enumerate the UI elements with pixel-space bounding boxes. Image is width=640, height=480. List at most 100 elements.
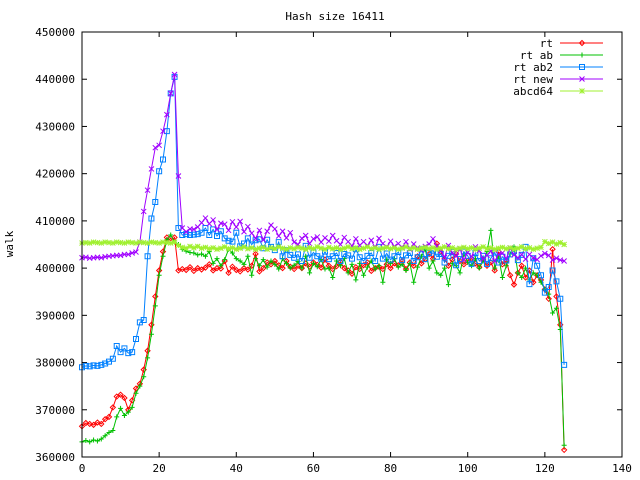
data-point (117, 391, 124, 398)
data-point (125, 239, 132, 245)
data-point (214, 256, 220, 262)
data-point (244, 266, 252, 273)
data-point (549, 267, 556, 274)
data-point (353, 277, 359, 283)
data-point (534, 245, 540, 252)
data-point (252, 235, 259, 242)
data-point (360, 262, 367, 269)
data-point (202, 253, 208, 259)
data-point (318, 245, 324, 252)
data-point (403, 238, 409, 245)
data-point (314, 264, 320, 270)
data-point (233, 246, 240, 253)
data-point (518, 251, 525, 258)
data-point (171, 71, 178, 78)
data-point (461, 244, 467, 251)
legend-label: rt (540, 37, 553, 50)
data-point (422, 256, 429, 263)
data-point (399, 245, 405, 252)
legend-marker (579, 64, 585, 70)
data-point (136, 319, 143, 326)
data-point (430, 235, 436, 242)
legend-marker (579, 76, 585, 82)
data-point (333, 250, 340, 256)
data-point (356, 254, 363, 261)
data-point (349, 261, 355, 267)
data-point (249, 272, 255, 278)
data-point (510, 281, 518, 288)
data-point (145, 355, 151, 361)
data-point (391, 253, 398, 260)
data-point (253, 256, 259, 262)
data-point (268, 258, 274, 264)
data-point (457, 270, 463, 276)
data-point (194, 243, 201, 250)
data-point (538, 252, 544, 259)
data-point (129, 239, 135, 246)
data-point (310, 235, 317, 242)
data-point (538, 244, 544, 251)
data-point (298, 258, 305, 265)
data-point (256, 268, 263, 275)
data-point (503, 245, 510, 252)
data-point (287, 251, 294, 258)
data-point (492, 265, 498, 271)
data-point (222, 257, 228, 263)
data-point (129, 404, 135, 410)
data-point (133, 390, 139, 396)
data-point (287, 265, 293, 271)
data-point (410, 258, 417, 265)
data-point (522, 274, 529, 281)
data-point (194, 264, 201, 272)
data-point (379, 265, 387, 273)
data-point (167, 90, 174, 97)
data-point (507, 244, 513, 251)
data-point (164, 111, 170, 118)
data-point (194, 231, 201, 238)
data-point (360, 245, 367, 252)
data-point (148, 239, 155, 245)
data-point (549, 257, 556, 263)
data-point (152, 239, 159, 246)
data-point (553, 293, 560, 300)
data-point (318, 255, 325, 262)
data-point (545, 240, 552, 247)
data-point (79, 364, 85, 371)
data-point (283, 260, 289, 266)
data-point (360, 258, 367, 265)
series-lines (78, 71, 568, 454)
data-point (434, 246, 440, 253)
data-point (245, 253, 251, 259)
data-point (240, 264, 248, 272)
data-point (121, 240, 128, 246)
data-point (94, 362, 101, 369)
data-point (302, 246, 309, 253)
data-point (94, 239, 101, 246)
data-point (445, 245, 452, 252)
data-point (198, 229, 205, 236)
data-point (133, 249, 139, 255)
data-point (426, 265, 432, 271)
data-point (237, 245, 243, 252)
data-point (113, 393, 120, 400)
data-point (561, 241, 567, 248)
data-point (213, 264, 221, 272)
data-point (202, 215, 209, 221)
data-point (484, 245, 490, 252)
data-point (503, 255, 510, 262)
data-point (191, 250, 197, 256)
data-point (333, 244, 340, 251)
data-point (236, 268, 244, 275)
data-point (553, 241, 560, 247)
legend-label: rt new (513, 73, 553, 86)
data-point (461, 257, 467, 263)
data-point (418, 260, 425, 267)
data-point (437, 245, 444, 252)
data-point (210, 217, 216, 223)
data-point (322, 246, 328, 253)
data-point (248, 244, 255, 251)
data-point (530, 254, 537, 261)
data-point (545, 284, 552, 290)
data-point (380, 245, 386, 252)
legend-marker (579, 88, 585, 94)
